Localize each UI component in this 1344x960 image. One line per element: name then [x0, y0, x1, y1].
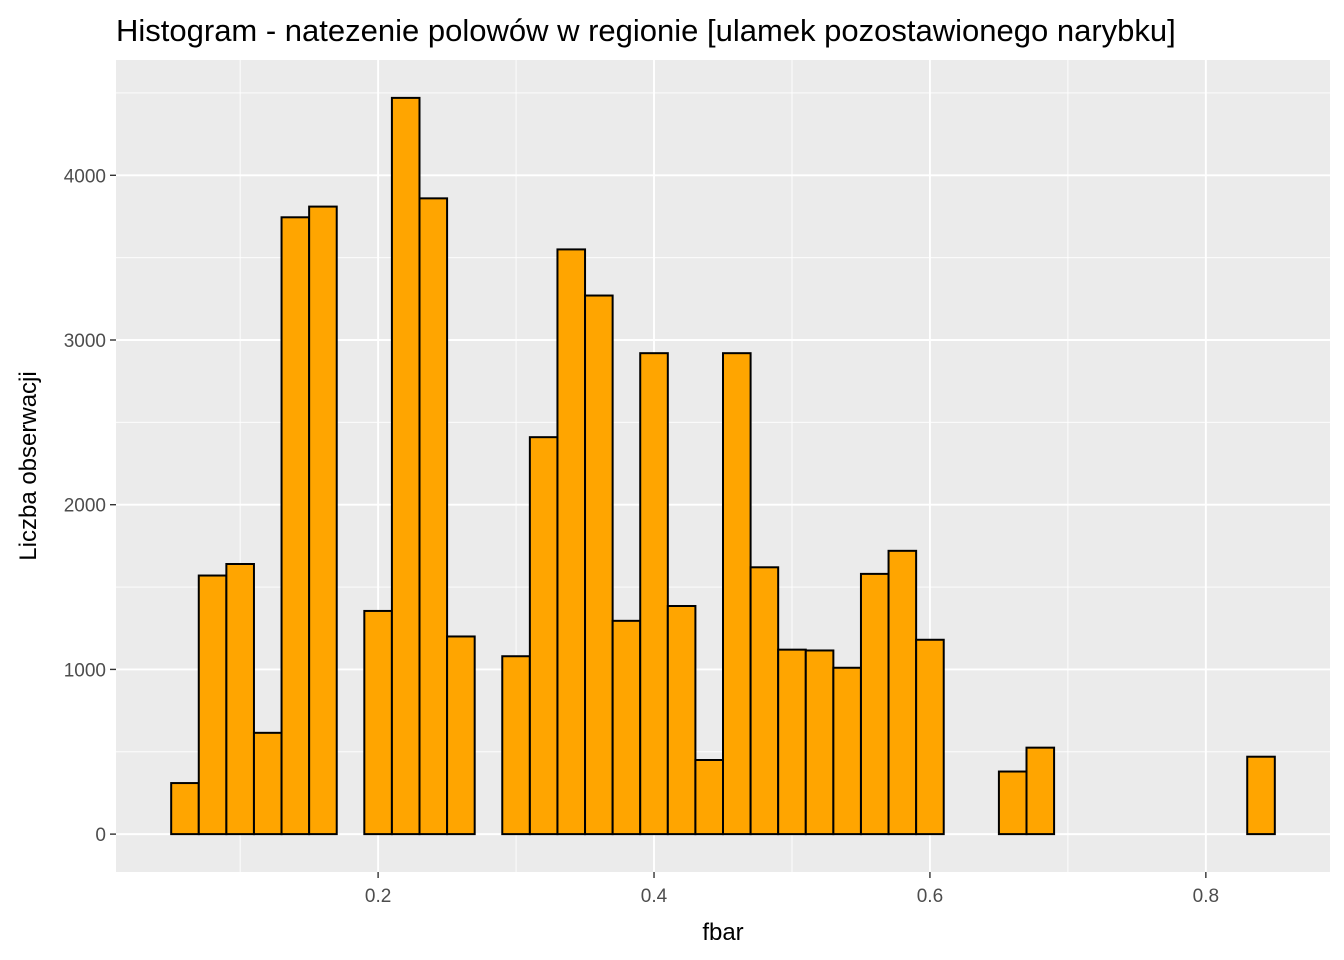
y-tick-label: 4000	[64, 166, 106, 187]
histogram-bar-22	[749, 566, 780, 836]
histogram-bar-27	[887, 549, 918, 836]
histogram-bar-26	[859, 572, 890, 836]
histogram-bar-4	[252, 731, 283, 836]
histogram-bar-32	[1025, 746, 1056, 836]
histogram-bar-25	[832, 666, 862, 836]
histogram-bar-14	[528, 436, 559, 836]
histogram-bar-15	[556, 248, 587, 836]
histogram-bar-9	[390, 96, 421, 836]
y-tick-label: 3000	[64, 331, 106, 352]
histogram-bar-19	[666, 605, 697, 836]
histogram-bar-3	[225, 563, 255, 836]
histogram-bar-18	[639, 352, 669, 836]
histogram-bar-2	[197, 574, 228, 836]
histogram-bar-6	[308, 205, 338, 836]
x-tick-label: 0.8	[1193, 886, 1219, 907]
histogram-bar-24	[804, 649, 835, 836]
x-tick-label: 0.6	[917, 886, 943, 907]
histogram-bar-10	[418, 197, 449, 836]
histogram-bar-17	[611, 619, 642, 836]
histogram-bar-21	[722, 352, 752, 836]
y-tick-label: 2000	[64, 496, 106, 517]
histogram-bar-1	[170, 782, 200, 836]
histogram-bar-31	[997, 770, 1028, 836]
y-axis-title: Liczba obserwacji	[15, 371, 42, 560]
histogram-bars	[170, 96, 1276, 836]
y-tick-label: 0	[95, 825, 106, 846]
histogram-bar-20	[694, 759, 725, 836]
axis-ticks: 0 1000 2000 3000 4000 0.2 0.4 0.6 0.8	[64, 166, 1219, 907]
histogram-bar-8	[363, 609, 393, 836]
histogram-bar-5	[280, 216, 311, 836]
histogram-bar-16	[584, 294, 614, 836]
histogram-bar-28	[915, 638, 945, 836]
x-axis-title: fbar	[702, 919, 743, 946]
histogram-bar-40	[1246, 755, 1276, 836]
histogram-bar-13	[501, 655, 531, 836]
chart-title: Histogram - natezenie polowów w regionie…	[116, 13, 1176, 48]
x-tick-label: 0.2	[365, 886, 391, 907]
histogram-bar-11	[446, 635, 476, 836]
histogram-bar-23	[777, 648, 807, 836]
x-tick-label: 0.4	[641, 886, 668, 907]
y-tick-label: 1000	[64, 660, 106, 681]
